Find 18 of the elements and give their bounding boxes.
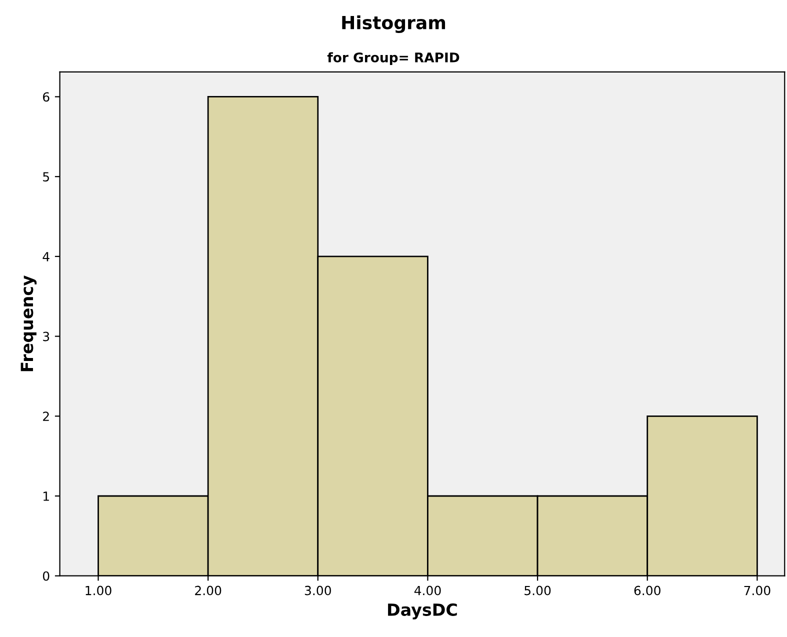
x-tick-label: 7.00 xyxy=(744,586,770,596)
x-tick-label: 3.00 xyxy=(304,586,331,596)
x-tick-label: 4.00 xyxy=(414,586,441,596)
x-axis-title: DaysDC xyxy=(388,603,457,620)
y-tick-label: 4 xyxy=(42,252,50,262)
x-tick-label: 2.00 xyxy=(195,586,222,596)
y-tick-label: 3 xyxy=(43,332,50,342)
y-tick-label: 2 xyxy=(43,412,49,421)
chart-subtitle: for Group= RAPID xyxy=(327,52,460,65)
y-axis-title: Frequency xyxy=(20,275,37,372)
y-tick-label: 5 xyxy=(43,172,49,182)
chart-title: Histogram xyxy=(342,15,446,34)
x-tick-label: 5.00 xyxy=(524,586,551,596)
y-tick-label: 0 xyxy=(42,571,50,581)
y-tick-label: 6 xyxy=(43,92,50,102)
x-tick-label: 6.00 xyxy=(634,586,660,596)
y-tick-label: 1 xyxy=(44,492,49,501)
x-tick-label: 1.00 xyxy=(86,586,112,596)
